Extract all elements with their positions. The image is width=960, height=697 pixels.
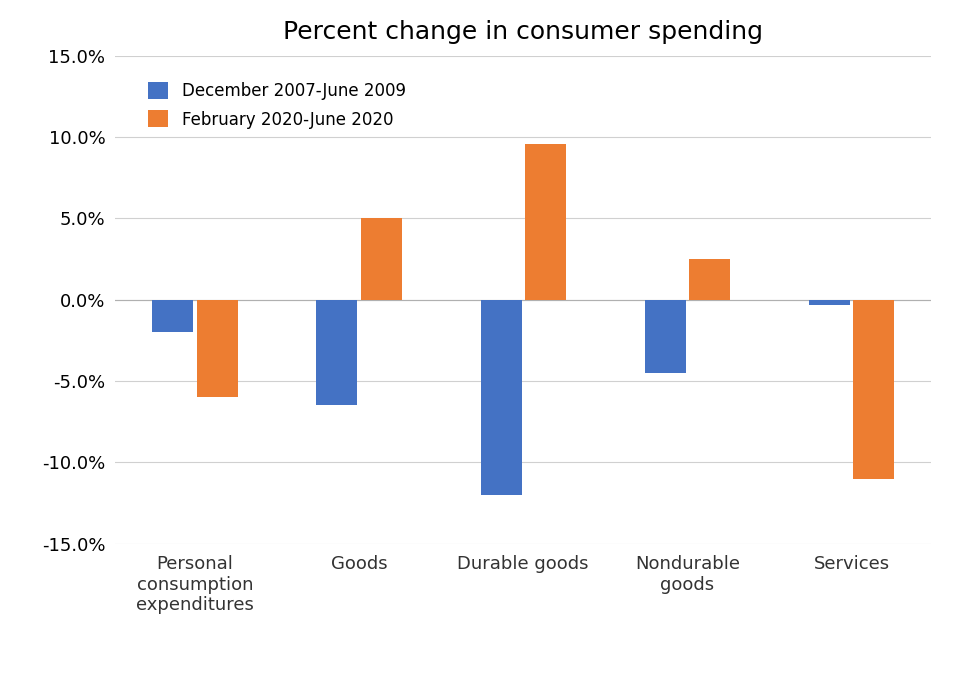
Bar [689,259,730,300]
Bar [197,300,238,397]
Legend: December 2007-June 2009, February 2020-June 2020: December 2007-June 2009, February 2020-J… [140,74,414,137]
Bar [853,300,894,479]
Bar [645,300,685,373]
Title: Percent change in consumer spending: Percent change in consumer spending [283,20,763,44]
Bar [525,144,565,300]
Bar [481,300,521,495]
Bar [153,300,193,332]
Bar [808,300,850,305]
Bar [317,300,357,406]
Bar [361,218,401,300]
